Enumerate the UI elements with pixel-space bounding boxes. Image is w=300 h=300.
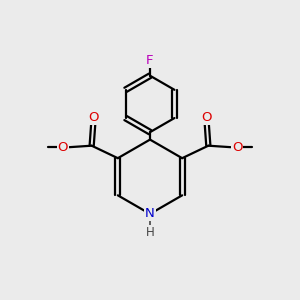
Text: O: O: [58, 141, 68, 154]
Text: O: O: [88, 111, 98, 124]
Text: H: H: [146, 226, 154, 239]
Text: F: F: [146, 54, 154, 67]
Text: O: O: [202, 111, 212, 124]
Text: N: N: [145, 207, 155, 220]
Text: O: O: [232, 141, 242, 154]
